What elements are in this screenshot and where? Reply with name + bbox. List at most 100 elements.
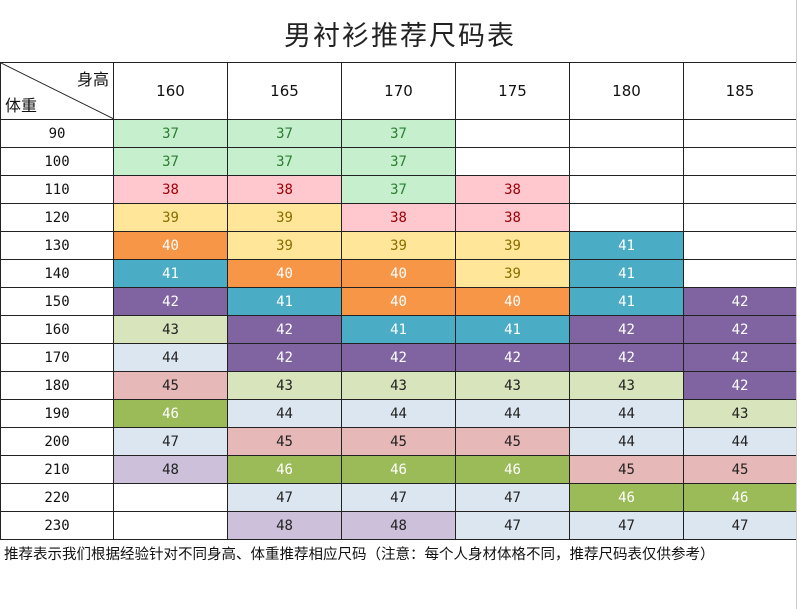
height-header[interactable]: 180 <box>569 62 684 120</box>
weight-header[interactable]: 200 <box>0 427 114 456</box>
size-cell[interactable]: 44 <box>569 399 684 428</box>
size-cell[interactable]: 43 <box>341 371 456 400</box>
weight-header[interactable]: 210 <box>0 455 114 484</box>
size-cell[interactable]: 42 <box>455 343 570 372</box>
size-cell[interactable]: 39 <box>455 231 570 260</box>
size-cell[interactable]: 41 <box>113 259 228 288</box>
size-cell[interactable]: 45 <box>227 427 342 456</box>
size-cell[interactable]: 44 <box>569 427 684 456</box>
size-cell[interactable]: 45 <box>455 427 570 456</box>
size-cell[interactable]: 39 <box>227 231 342 260</box>
size-cell[interactable]: 38 <box>341 203 456 232</box>
size-cell[interactable]: 37 <box>341 119 456 148</box>
size-cell[interactable]: 45 <box>569 455 684 484</box>
size-cell[interactable]: 44 <box>227 399 342 428</box>
weight-header[interactable]: 90 <box>0 119 114 148</box>
size-cell[interactable]: 42 <box>683 343 797 372</box>
weight-header[interactable]: 220 <box>0 483 114 512</box>
size-cell[interactable]: 41 <box>227 287 342 316</box>
size-cell[interactable]: 45 <box>341 427 456 456</box>
size-cell[interactable]: 47 <box>113 427 228 456</box>
size-cell[interactable]: 37 <box>341 147 456 176</box>
size-cell[interactable] <box>683 231 797 260</box>
size-cell[interactable]: 43 <box>569 371 684 400</box>
size-cell[interactable] <box>683 119 797 148</box>
size-cell[interactable]: 47 <box>227 483 342 512</box>
size-cell[interactable]: 41 <box>569 231 684 260</box>
size-cell[interactable]: 40 <box>113 231 228 260</box>
size-cell[interactable] <box>683 147 797 176</box>
weight-header[interactable]: 180 <box>0 371 114 400</box>
weight-header[interactable]: 230 <box>0 511 114 540</box>
size-cell[interactable]: 42 <box>683 371 797 400</box>
size-cell[interactable]: 42 <box>569 343 684 372</box>
size-cell[interactable]: 37 <box>227 147 342 176</box>
size-cell[interactable]: 39 <box>341 231 456 260</box>
size-cell[interactable]: 37 <box>113 147 228 176</box>
size-cell[interactable] <box>683 259 797 288</box>
size-cell[interactable]: 38 <box>113 175 228 204</box>
weight-header[interactable]: 120 <box>0 203 114 232</box>
size-cell[interactable]: 44 <box>455 399 570 428</box>
size-cell[interactable]: 47 <box>341 483 456 512</box>
size-cell[interactable]: 46 <box>455 455 570 484</box>
size-cell[interactable]: 40 <box>341 259 456 288</box>
size-cell[interactable]: 39 <box>455 259 570 288</box>
height-header[interactable]: 160 <box>113 62 228 120</box>
size-cell[interactable]: 42 <box>227 343 342 372</box>
size-cell[interactable]: 39 <box>113 203 228 232</box>
height-header[interactable]: 170 <box>341 62 456 120</box>
size-cell[interactable]: 46 <box>569 483 684 512</box>
size-cell[interactable]: 38 <box>455 175 570 204</box>
size-cell[interactable] <box>455 119 570 148</box>
size-cell[interactable]: 42 <box>113 287 228 316</box>
weight-header[interactable]: 190 <box>0 399 114 428</box>
size-cell[interactable]: 37 <box>341 175 456 204</box>
size-cell[interactable] <box>569 147 684 176</box>
weight-header[interactable]: 170 <box>0 343 114 372</box>
size-cell[interactable]: 45 <box>113 371 228 400</box>
size-cell[interactable]: 42 <box>569 315 684 344</box>
size-cell[interactable] <box>683 175 797 204</box>
size-cell[interactable]: 43 <box>455 371 570 400</box>
size-cell[interactable]: 46 <box>683 483 797 512</box>
size-cell[interactable] <box>683 203 797 232</box>
height-header[interactable]: 185 <box>683 62 797 120</box>
size-cell[interactable]: 47 <box>683 511 797 540</box>
size-cell[interactable]: 41 <box>569 287 684 316</box>
size-cell[interactable]: 42 <box>683 287 797 316</box>
size-cell[interactable]: 44 <box>341 399 456 428</box>
size-cell[interactable]: 42 <box>341 343 456 372</box>
size-cell[interactable] <box>455 147 570 176</box>
weight-header[interactable]: 130 <box>0 231 114 260</box>
size-cell[interactable]: 39 <box>227 203 342 232</box>
size-cell[interactable]: 45 <box>683 455 797 484</box>
size-cell[interactable]: 46 <box>227 455 342 484</box>
size-cell[interactable]: 43 <box>227 371 342 400</box>
size-cell[interactable]: 46 <box>113 399 228 428</box>
size-cell[interactable]: 42 <box>683 315 797 344</box>
size-cell[interactable]: 37 <box>227 119 342 148</box>
size-cell[interactable] <box>113 511 228 540</box>
size-cell[interactable] <box>569 203 684 232</box>
size-cell[interactable]: 41 <box>569 259 684 288</box>
size-cell[interactable] <box>113 483 228 512</box>
size-cell[interactable]: 40 <box>341 287 456 316</box>
size-cell[interactable]: 47 <box>455 511 570 540</box>
size-cell[interactable]: 40 <box>455 287 570 316</box>
size-cell[interactable] <box>569 175 684 204</box>
size-cell[interactable]: 48 <box>113 455 228 484</box>
size-cell[interactable]: 48 <box>341 511 456 540</box>
size-cell[interactable]: 47 <box>569 511 684 540</box>
height-header[interactable]: 165 <box>227 62 342 120</box>
size-cell[interactable]: 46 <box>341 455 456 484</box>
weight-header[interactable]: 140 <box>0 259 114 288</box>
size-cell[interactable]: 37 <box>113 119 228 148</box>
weight-header[interactable]: 100 <box>0 147 114 176</box>
size-cell[interactable]: 38 <box>227 175 342 204</box>
size-cell[interactable]: 43 <box>683 399 797 428</box>
weight-header[interactable]: 160 <box>0 315 114 344</box>
size-cell[interactable]: 41 <box>455 315 570 344</box>
size-cell[interactable]: 40 <box>227 259 342 288</box>
size-cell[interactable]: 47 <box>455 483 570 512</box>
